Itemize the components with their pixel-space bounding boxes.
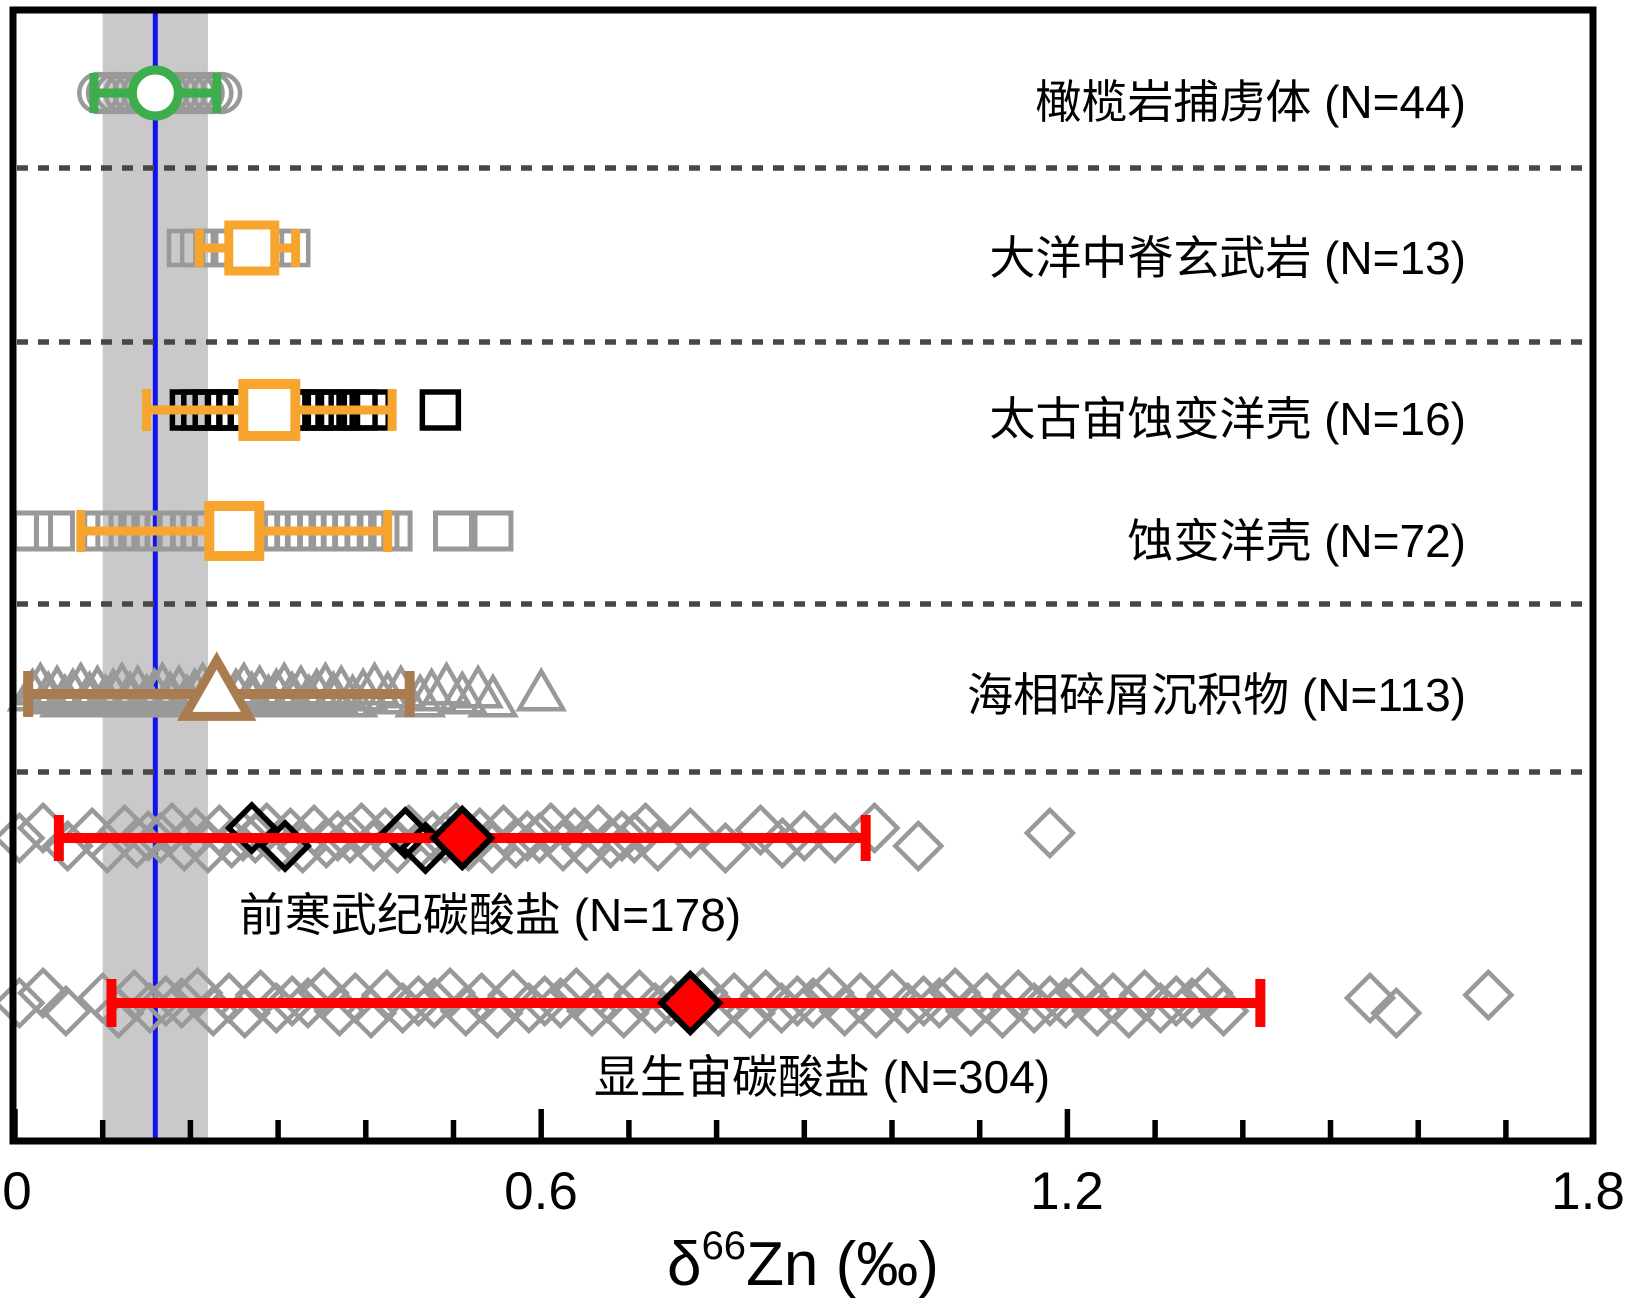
data-point-precambrian-carbonates	[0, 811, 46, 865]
data-point-phanerozoic-carbonates	[1462, 968, 1515, 1022]
data-point-marine-detrital-sediments	[258, 660, 311, 706]
data-point-phanerozoic-carbonates	[408, 976, 461, 1030]
mean-marker-marine-detrital-sediments	[176, 651, 257, 721]
x-tick-label-1p2: 1.2	[1030, 1162, 1104, 1221]
data-point-phanerozoic-carbonates	[1370, 986, 1423, 1040]
data-point-altered-oceanic-crust	[33, 510, 75, 552]
data-point-phanerozoic-carbonates	[281, 976, 335, 1030]
row-labels: 橄榄岩捕虏体 (N=44) 大洋中脊玄武岩 (N=13) 太古宙蚀变洋壳 (N=…	[239, 76, 1466, 1103]
x-tick-label-0p6: 0.6	[504, 1162, 578, 1221]
row-precambrian-carbonates	[0, 801, 1077, 875]
data-point-phanerozoic-carbonates	[771, 974, 824, 1028]
data-point-phanerozoic-carbonates	[0, 976, 46, 1030]
x-axis-title: δ66Zn (‰)	[667, 1224, 939, 1299]
mean-marker-mid-ocean-ridge-basalt	[224, 220, 280, 276]
mean-marker-phanerozoic-carbonates	[657, 969, 724, 1037]
data-point-phanerozoic-carbonates	[1149, 974, 1203, 1028]
row-peridotite-xenoliths	[77, 65, 243, 121]
row-label-precambrian-carbonates: 前寒武纪碳酸盐 (N=178)	[239, 889, 741, 941]
data-point-precambrian-carbonates	[311, 809, 364, 863]
data-point-marine-detrital-sediments	[467, 672, 519, 718]
row-label-mid-ocean-ridge-basalt: 大洋中脊玄武岩 (N=13)	[989, 232, 1466, 284]
data-point-marine-detrital-sediments	[348, 660, 401, 706]
data-point-marine-detrital-sediments	[136, 660, 189, 706]
x-axis-title-superscript: 66	[702, 1224, 747, 1268]
data-point-altered-oceanic-crust	[472, 510, 514, 552]
data-point-marine-detrital-sediments	[405, 666, 458, 712]
data-point-phanerozoic-carbonates	[534, 976, 587, 1030]
data-point-phanerozoic-carbonates	[1023, 974, 1077, 1028]
data-point-phanerozoic-carbonates	[39, 984, 93, 1038]
x-tick-label-0: 0	[2, 1162, 31, 1221]
data-point-phanerozoic-carbonates	[786, 976, 840, 1030]
x-axis-title-rest: Zn (‰)	[746, 1230, 939, 1299]
data-point-marine-detrital-sediments	[96, 660, 148, 706]
row-label-peridotite-xenoliths: 橄榄岩捕虏体 (N=44)	[1035, 76, 1466, 128]
data-point-phanerozoic-carbonates	[139, 974, 193, 1028]
row-label-marine-detrital-sediments: 海相碎屑沉积物 (N=113)	[967, 669, 1466, 721]
data-point-precambrian-carbonates	[595, 809, 649, 863]
highlight-point-precambrian-carbonates	[378, 806, 433, 860]
row-archean-altered-oceanic-crust	[142, 379, 462, 441]
row-label-altered-oceanic-crust: 蚀变洋壳 (N=72)	[1127, 515, 1466, 567]
data-point-marine-detrital-sediments	[299, 660, 352, 706]
data-point-precambrian-carbonates	[664, 806, 717, 860]
mean-marker-altered-oceanic-crust	[204, 501, 265, 561]
highlight-point-precambrian-carbonates	[224, 801, 279, 855]
x-axis-title-delta: δ	[667, 1230, 702, 1299]
row-altered-oceanic-crust	[12, 501, 514, 561]
data-point-marine-detrital-sediments	[515, 666, 568, 712]
plot-frame	[9, 6, 1597, 1145]
data-point-phanerozoic-carbonates	[1343, 971, 1397, 1025]
row-label-phanerozoic-carbonates: 显生宙碳酸盐 (N=304)	[594, 1051, 1050, 1103]
data-point-phanerozoic-carbonates	[1165, 976, 1219, 1030]
data-point-precambrian-carbonates	[734, 803, 787, 857]
data-point-precambrian-carbonates	[1023, 806, 1077, 860]
data-point-precambrian-carbonates	[122, 809, 175, 863]
data-point-phanerozoic-carbonates	[16, 966, 70, 1020]
data-point-precambrian-carbonates	[500, 809, 554, 863]
x-tick-label-1p8: 1.8	[1551, 1162, 1625, 1221]
data-point-phanerozoic-carbonates	[518, 974, 571, 1028]
x-axis-tick-labels: 0 0.6 1.2 1.8	[2, 1162, 1625, 1221]
group-divider-lines	[17, 165, 1589, 775]
data-point-altered-oceanic-crust	[433, 510, 474, 552]
data-point-precambrian-carbonates	[808, 811, 862, 865]
data-point-phanerozoic-carbonates	[265, 974, 319, 1028]
data-point-phanerozoic-carbonates	[913, 976, 966, 1030]
chart-plot-area	[0, 6, 1597, 1145]
mean-marker-precambrian-carbonates	[429, 804, 496, 872]
data-point-precambrian-carbonates	[892, 819, 945, 873]
data-point-precambrian-carbonates	[619, 801, 672, 855]
row-phanerozoic-carbonates	[0, 966, 1515, 1040]
data-point-phanerozoic-carbonates	[897, 974, 950, 1028]
mean-marker-archean-altered-oceanic-crust	[238, 379, 301, 441]
row-label-archean-altered-oceanic-crust: 太古宙蚀变洋壳 (N=16)	[989, 393, 1466, 445]
row-marine-detrital-sediments	[6, 651, 568, 721]
row-mid-ocean-ridge-basalt	[166, 220, 311, 276]
data-point-phanerozoic-carbonates	[392, 974, 445, 1028]
data-point-marine-detrital-sediments	[436, 669, 489, 715]
mean-marker-peridotite-xenoliths	[127, 65, 183, 121]
data-point-marine-detrital-sediments	[54, 660, 107, 706]
data-point-archean-altered-oceanic-crust	[419, 389, 462, 431]
data-point-phanerozoic-carbonates	[155, 976, 208, 1030]
data-point-precambrian-carbonates	[848, 801, 901, 855]
data-point-phanerozoic-carbonates	[1039, 976, 1092, 1030]
